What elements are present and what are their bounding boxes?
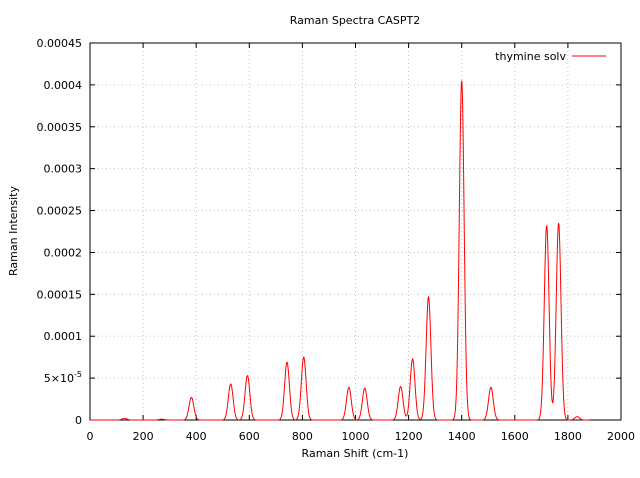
x-tick-label: 200 bbox=[133, 430, 154, 443]
chart-title: Raman Spectra CASPT2 bbox=[290, 14, 420, 27]
y-tick-label: 0.00045 bbox=[37, 37, 83, 50]
y-tick-label: 0.00035 bbox=[37, 121, 83, 134]
y-tick-label: 0.0004 bbox=[44, 79, 83, 92]
legend: thymine solv bbox=[495, 50, 606, 63]
x-tick-label: 1600 bbox=[501, 430, 529, 443]
y-tick-label: 0 bbox=[75, 414, 82, 427]
x-tick-label: 1200 bbox=[395, 430, 423, 443]
x-tick-label: 1800 bbox=[554, 430, 582, 443]
x-axis-label: Raman Shift (cm-1) bbox=[302, 447, 409, 460]
series-line-thymine-solv bbox=[90, 80, 590, 421]
y-tick-label: 5×10-5 bbox=[44, 370, 82, 385]
x-tick-label: 1400 bbox=[448, 430, 476, 443]
x-tick-label: 800 bbox=[292, 430, 313, 443]
y-tick-label: 0.0003 bbox=[44, 163, 83, 176]
y-tick-label: 0.00015 bbox=[37, 288, 83, 301]
y-tick-label: 0.00025 bbox=[37, 205, 83, 218]
x-tick-label: 600 bbox=[239, 430, 260, 443]
x-tick-label: 1000 bbox=[342, 430, 370, 443]
plot-frame bbox=[89, 42, 622, 421]
legend-label: thymine solv bbox=[495, 50, 566, 63]
y-axis-label: Raman Intensity bbox=[7, 186, 20, 276]
x-tick-label: 2000 bbox=[607, 430, 635, 443]
grid-layer bbox=[90, 43, 621, 420]
x-tick-label: 400 bbox=[186, 430, 207, 443]
y-tick-label: 0.0001 bbox=[44, 330, 83, 343]
y-tick-label: 0.0002 bbox=[44, 246, 83, 259]
x-tick-label: 0 bbox=[87, 430, 94, 443]
